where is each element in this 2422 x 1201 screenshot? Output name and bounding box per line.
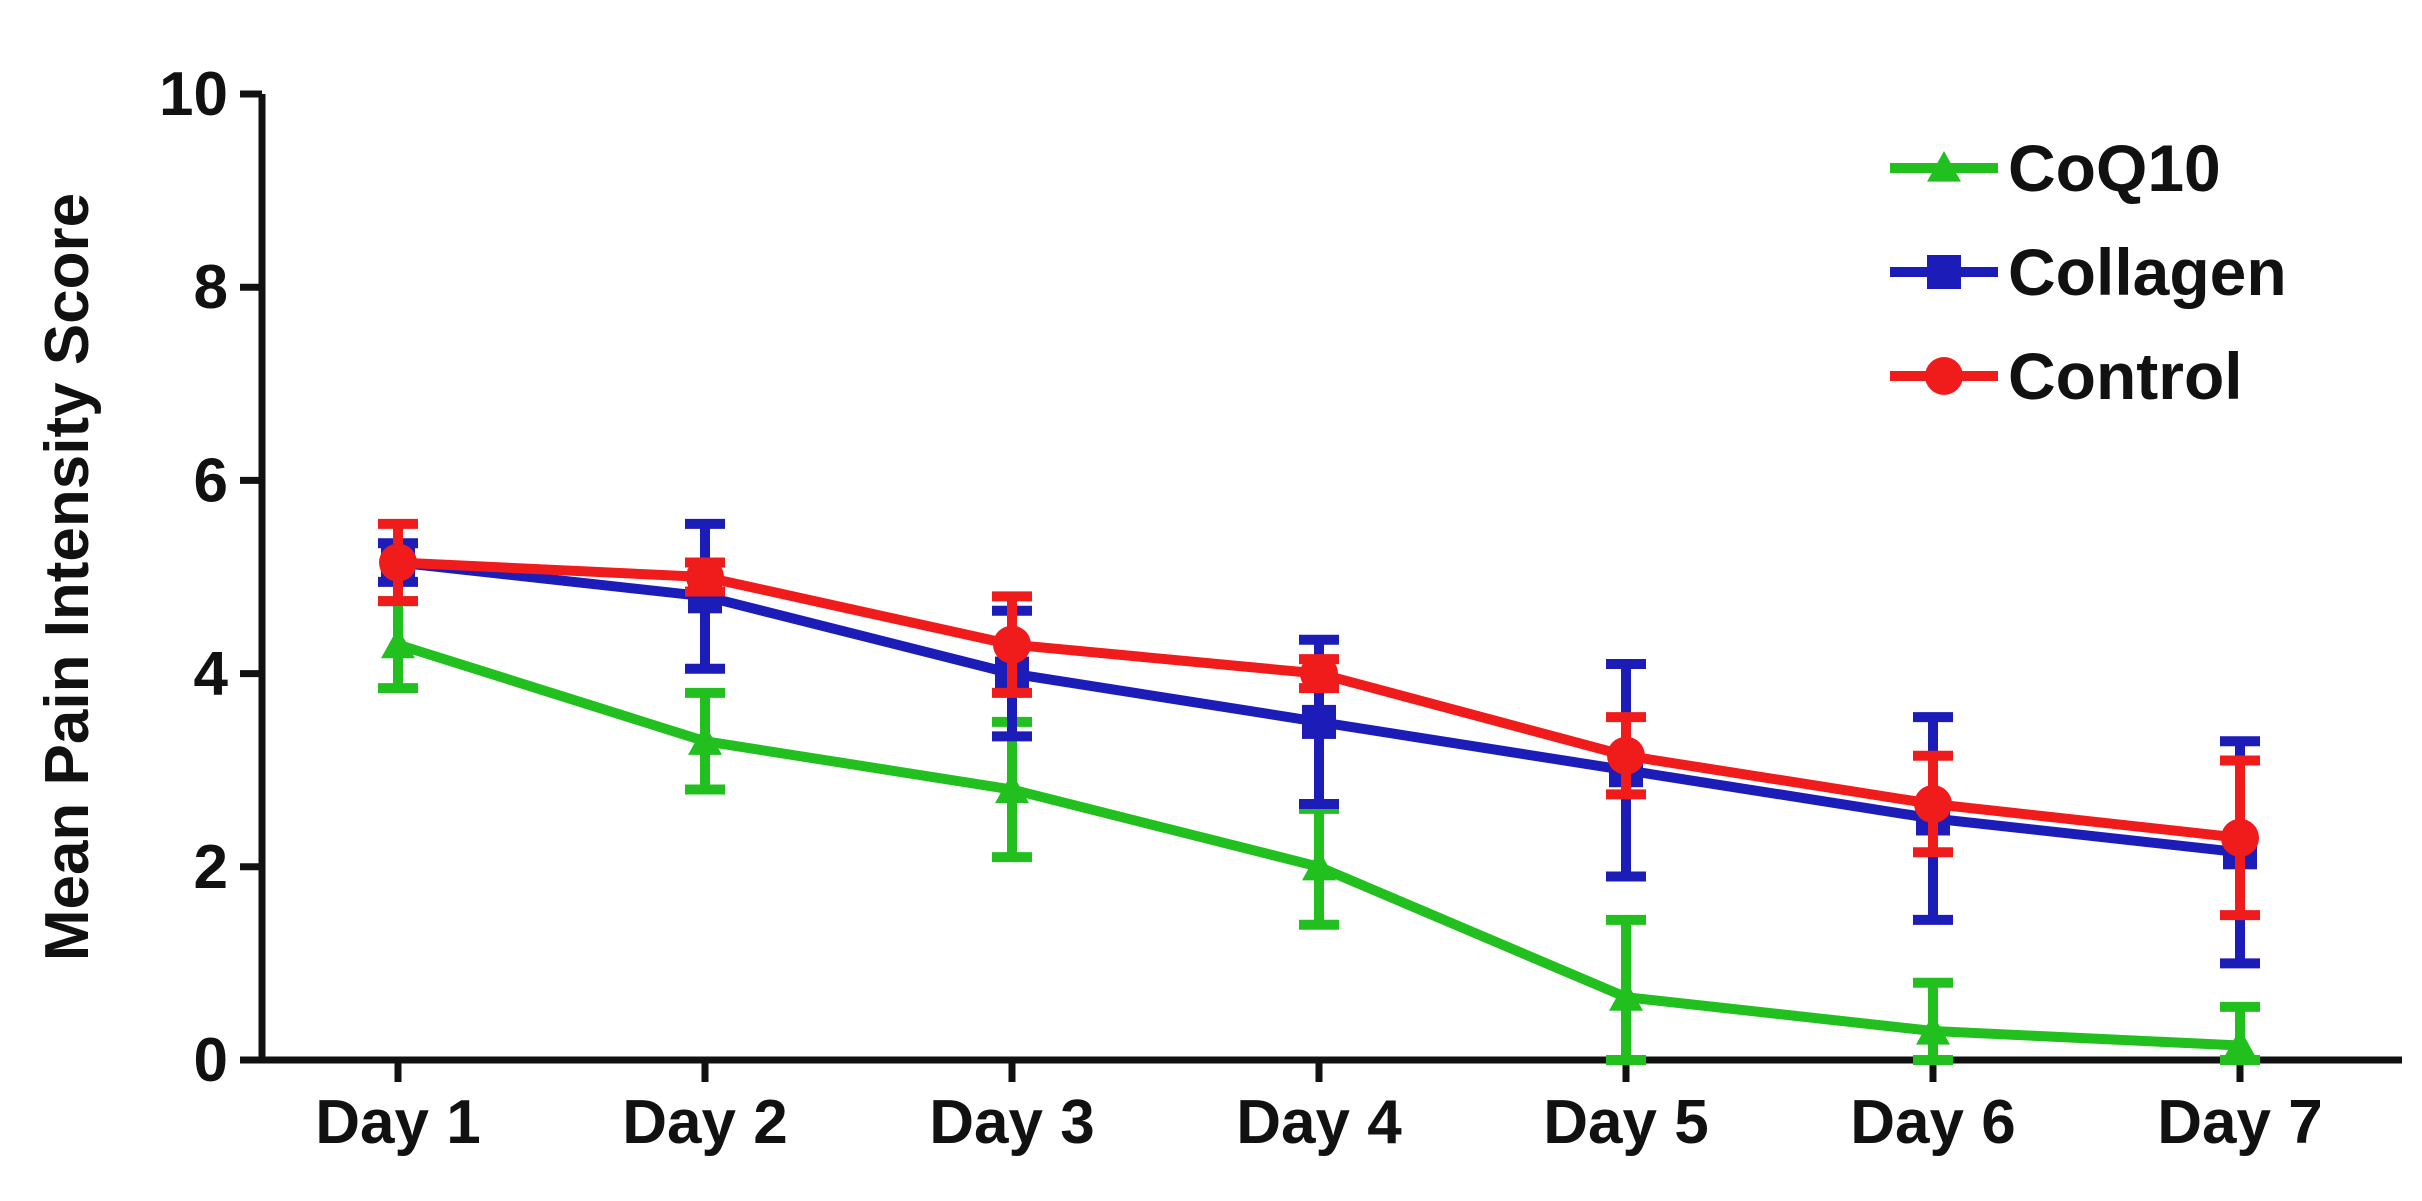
legend-marker bbox=[1927, 151, 1961, 182]
y-tick-label: 2 bbox=[194, 833, 228, 902]
data-point bbox=[993, 625, 1031, 664]
series-layer bbox=[378, 518, 2260, 1065]
x-tick-label: Day 3 bbox=[929, 1088, 1094, 1157]
data-point bbox=[379, 543, 417, 582]
legend-marker bbox=[1927, 255, 1961, 289]
data-point bbox=[381, 627, 415, 659]
y-tick-label: 6 bbox=[194, 446, 228, 515]
y-axis-title: Mean Pain Intensity Score bbox=[33, 193, 102, 961]
legend-item-collagen: Collagen bbox=[1890, 235, 2287, 309]
x-ticks: Day 1 Day 2 Day 3 Day 4 Day 5 Day 6 Day 7 bbox=[315, 1060, 2323, 1157]
data-point bbox=[1300, 654, 1338, 693]
data-point bbox=[1607, 736, 1645, 775]
y-tick-label: 4 bbox=[194, 640, 229, 709]
legend: CoQ10 Collagen Control bbox=[1890, 131, 2287, 413]
x-tick-label: Day 6 bbox=[1850, 1088, 2015, 1157]
data-point bbox=[995, 772, 1029, 804]
data-point bbox=[1302, 704, 1336, 739]
x-tick-label: Day 7 bbox=[2157, 1088, 2322, 1157]
data-point bbox=[1609, 980, 1643, 1011]
series-control bbox=[378, 518, 2260, 921]
y-tick-label: 8 bbox=[194, 253, 228, 322]
legend-item-coq10: CoQ10 bbox=[1890, 131, 2221, 205]
legend-marker bbox=[1925, 357, 1963, 395]
data-point bbox=[1302, 849, 1336, 881]
data-point bbox=[1914, 785, 1952, 824]
data-point bbox=[686, 558, 724, 596]
x-tick-label: Day 4 bbox=[1236, 1088, 1402, 1157]
x-tick-label: Day 1 bbox=[315, 1088, 480, 1157]
legend-label: Collagen bbox=[2008, 235, 2287, 309]
axes bbox=[258, 94, 2402, 1064]
y-tick-label: 0 bbox=[194, 1026, 228, 1095]
data-point bbox=[2223, 1028, 2257, 1060]
data-point bbox=[688, 724, 722, 755]
legend-item-control: Control bbox=[1890, 339, 2243, 413]
x-tick-label: Day 2 bbox=[622, 1088, 787, 1157]
series-coq10 bbox=[378, 596, 2260, 1065]
legend-label: CoQ10 bbox=[2008, 131, 2221, 205]
data-point bbox=[1916, 1014, 1950, 1045]
y-tick-label: 10 bbox=[159, 60, 228, 129]
legend-label: Control bbox=[2008, 339, 2243, 413]
data-point bbox=[2221, 818, 2259, 857]
x-tick-label: Day 5 bbox=[1543, 1088, 1708, 1157]
y-ticks: 0 2 4 6 8 10 bbox=[159, 60, 262, 1095]
